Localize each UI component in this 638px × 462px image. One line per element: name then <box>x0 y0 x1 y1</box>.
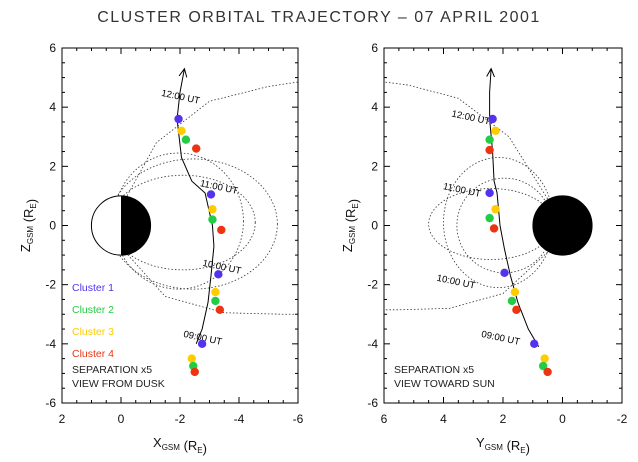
x-tick-label: -2 <box>175 412 186 426</box>
y-tick-label: 6 <box>49 41 56 55</box>
spacecraft-4-marker <box>192 144 201 153</box>
spacecraft-4-marker <box>543 367 552 377</box>
y-tick-label: 6 <box>371 41 378 55</box>
orbit-arrowhead <box>486 67 495 78</box>
spacecraft-2-marker <box>211 296 220 306</box>
y-tick-label: 0 <box>371 219 378 233</box>
spacecraft-4-marker <box>217 225 226 235</box>
y-axis-label: ZGSM (RE) <box>18 199 39 252</box>
y-tick-label: -4 <box>367 337 378 351</box>
spacecraft-1-marker <box>485 188 494 198</box>
orbit-arrowhead <box>178 67 188 78</box>
x-tick-label: 4 <box>440 412 447 426</box>
spacecraft-3-marker <box>208 205 217 214</box>
y-tick-label: -2 <box>367 278 378 292</box>
y-tick-label: 4 <box>371 100 378 114</box>
panel-view-toward-sun: 6 4 2 0 -2 -6 -4 -2 0 2 4 6 YGSM (RE) ZGSM (RE) 12:00 … <box>340 41 628 456</box>
view-note: SEPARATION x5 <box>394 364 474 376</box>
field-line <box>113 152 244 290</box>
spacecraft-3-marker <box>540 354 549 363</box>
x-tick-label: 0 <box>118 412 125 426</box>
view-note: SEPARATION x5 <box>72 364 152 376</box>
field-line <box>125 81 299 200</box>
x-tick-label: 6 <box>381 412 388 426</box>
x-tick-label: -2 <box>617 412 628 426</box>
spacecraft-4-marker <box>215 305 225 315</box>
spacecraft-2-marker <box>485 213 494 223</box>
spacecraft-3-marker <box>510 287 520 297</box>
spacecraft-4-marker <box>512 305 521 315</box>
time-label: 10:00 UT <box>436 273 477 292</box>
time-label: 12:00 UT <box>160 88 201 107</box>
spacecraft-4-marker <box>485 145 494 155</box>
chart-title: CLUSTER ORBITAL TRAJECTORY – 07 APRIL 20… <box>97 9 541 26</box>
legend-entry-cluster-3: Cluster 3 <box>72 326 114 338</box>
spacecraft-3-marker <box>491 126 500 136</box>
spacecraft-1-marker <box>530 339 539 349</box>
spacecraft-1-marker <box>214 270 223 279</box>
orbit-trajectory <box>176 68 215 345</box>
y-tick-label: 2 <box>49 159 56 173</box>
time-label: 09:00 UT <box>480 329 521 348</box>
earth-nightside <box>121 195 151 256</box>
field-line <box>125 251 298 315</box>
y-tick-label: 2 <box>371 159 378 173</box>
y-axis-label: ZGSM (RE) <box>340 199 361 252</box>
field-line <box>384 251 548 311</box>
spacecraft-2-marker <box>538 361 548 371</box>
y-tick-label: -2 <box>45 278 56 292</box>
legend-entry-cluster-1: Cluster 1 <box>72 282 114 294</box>
spacecraft-3-marker <box>211 287 220 297</box>
panel-view-from-dusk: 2 0 -2 -4 -6 -6 -4 -2 0 2 4 6 XGSM (RE) ZGSM (RE) 12:0… <box>18 41 304 456</box>
x-tick-label: 2 <box>59 412 66 426</box>
spacecraft-3-marker <box>177 126 186 136</box>
spacecraft-1-marker <box>174 114 183 124</box>
x-tick-label: -6 <box>293 412 304 426</box>
x-tick-label: -4 <box>234 412 245 426</box>
spacecraft-1-marker <box>206 190 216 199</box>
x-axis-label: XGSM (RE) <box>153 435 207 456</box>
x-axis-label: YGSM (RE) <box>476 435 530 456</box>
legend-entry-cluster-4: Cluster 4 <box>72 348 114 360</box>
y-tick-label: -4 <box>45 337 56 351</box>
x-tick-label: 0 <box>559 412 566 426</box>
earth <box>532 195 593 256</box>
spacecraft-1-marker <box>500 268 509 278</box>
y-tick-label: -6 <box>367 396 378 410</box>
view-note: VIEW FROM DUSK <box>72 378 165 390</box>
time-label: 12:00 UT <box>451 109 492 128</box>
legend-entry-cluster-2: Cluster 2 <box>72 304 114 316</box>
y-tick-label: 0 <box>49 219 56 233</box>
spacecraft-2-marker <box>485 135 494 144</box>
y-tick-label: -6 <box>45 396 56 410</box>
spacecraft-4-marker <box>489 224 499 233</box>
spacecraft-2-marker <box>507 296 517 306</box>
x-tick-label: 2 <box>500 412 507 426</box>
spacecraft-4-marker <box>190 367 199 377</box>
view-note: VIEW TOWARD SUN <box>394 378 495 390</box>
spacecraft-1-marker <box>197 339 207 349</box>
spacecraft-2-marker <box>208 215 217 224</box>
spacecraft-3-marker <box>187 354 196 363</box>
field-line <box>383 81 548 200</box>
spacecraft-3-marker <box>491 205 500 214</box>
spacecraft-1-marker <box>488 114 497 124</box>
y-tick-label: 4 <box>49 100 56 114</box>
spacecraft-2-marker <box>181 135 191 144</box>
